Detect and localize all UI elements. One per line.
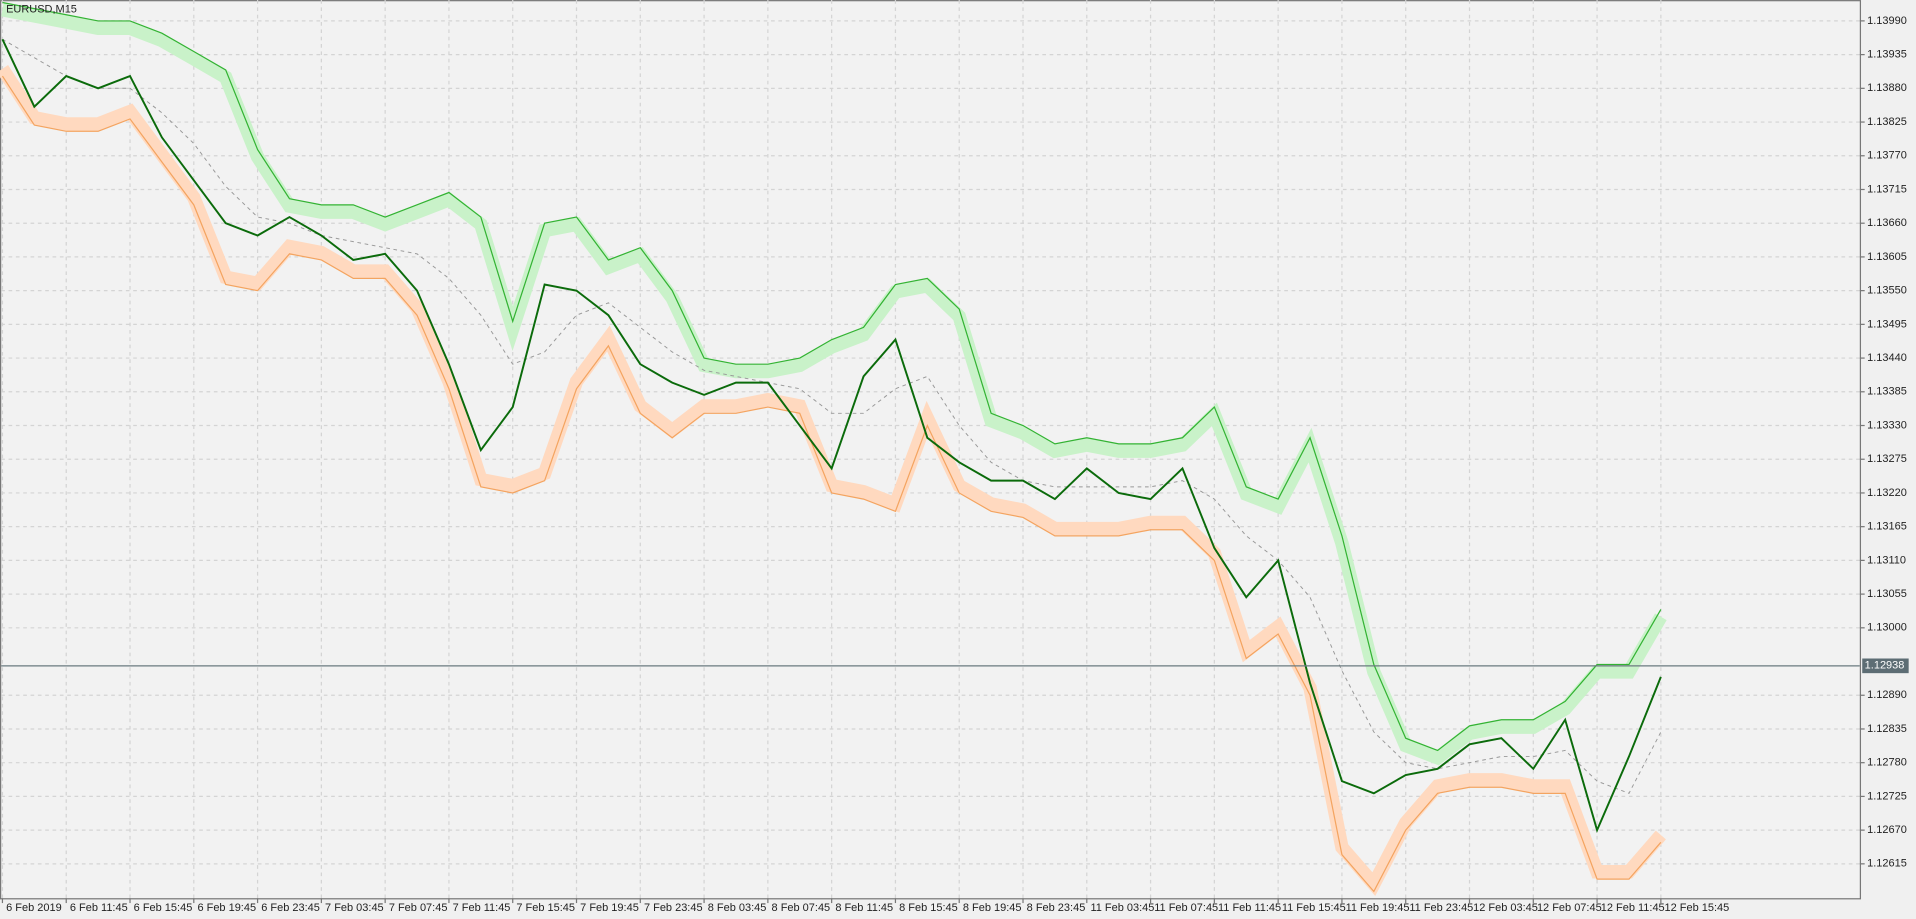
x-tick-label: 11 Feb 15:45 <box>1282 902 1346 914</box>
y-tick-label: 1.13275 <box>1867 453 1907 465</box>
symbol-label: EURUSD,M15 <box>6 4 77 16</box>
y-tick-label: 1.13220 <box>1867 487 1907 499</box>
marks <box>0 1 1667 896</box>
x-tick-label: 7 Feb 07:45 <box>389 902 448 914</box>
x-tick-label: 8 Feb 23:45 <box>1027 902 1086 914</box>
upper-band-line <box>2 1 1662 752</box>
y-tick-label: 1.12670 <box>1867 824 1907 836</box>
x-tick-label: 7 Feb 23:45 <box>644 902 703 914</box>
x-tick-label: 7 Feb 11:45 <box>453 902 511 914</box>
x-tick-label: 11 Feb 11:45 <box>1218 902 1281 914</box>
y-tick-label: 1.13825 <box>1867 116 1907 128</box>
y-tick-label: 1.13330 <box>1867 419 1907 431</box>
y-tick-label: 1.12615 <box>1867 858 1907 870</box>
y-tick-label: 1.13495 <box>1867 318 1907 330</box>
x-tick-label: 12 Feb 11:45 <box>1601 902 1665 914</box>
x-tick-label: 7 Feb 03:45 <box>325 902 384 914</box>
x-tick-label: 12 Feb 15:45 <box>1665 902 1730 914</box>
y-tick-label: 1.13165 <box>1867 521 1907 533</box>
y-tick-label: 1.13715 <box>1867 183 1907 195</box>
x-tick-label: 8 Feb 11:45 <box>835 902 893 914</box>
x-tick-label: 8 Feb 19:45 <box>963 902 1022 914</box>
x-tick-label: 11 Feb 03:45 <box>1090 902 1154 914</box>
x-tick-label: 12 Feb 07:45 <box>1537 902 1602 914</box>
y-tick-label: 1.13770 <box>1867 150 1907 162</box>
y-tick-label: 1.13990 <box>1867 15 1907 27</box>
y-tick-label: 1.12890 <box>1867 689 1907 701</box>
x-tick-label: 8 Feb 15:45 <box>899 902 958 914</box>
x-tick-label: 8 Feb 07:45 <box>772 902 831 914</box>
upper-band-fill <box>1 3 1667 766</box>
x-tick-label: 7 Feb 19:45 <box>580 902 639 914</box>
x-tick-label: 6 Feb 11:45 <box>70 902 128 914</box>
x-tick-label: 11 Feb 07:45 <box>1154 902 1218 914</box>
x-tick-label: 12 Feb 03:45 <box>1473 902 1538 914</box>
current-price-label: 1.12938 <box>1865 660 1905 672</box>
price-line <box>1 38 1662 833</box>
y-tick-label: 1.12835 <box>1867 723 1907 735</box>
y-tick-label: 1.13550 <box>1867 285 1907 297</box>
y-tick-label: 1.12725 <box>1867 790 1907 802</box>
y-tick-label: 1.13935 <box>1867 49 1907 61</box>
y-tick-label: 1.12780 <box>1867 757 1907 769</box>
x-tick-label: 6 Feb 2019 <box>6 902 62 914</box>
y-tick-label: 1.13055 <box>1867 588 1907 600</box>
current-price-box <box>1862 658 1909 674</box>
grid <box>1 0 1860 899</box>
y-tick-label: 1.13110 <box>1867 554 1906 566</box>
x-tick-label: 11 Feb 23:45 <box>1409 902 1473 914</box>
x-tick-label: 6 Feb 23:45 <box>261 902 320 914</box>
y-tick-label: 1.13660 <box>1867 217 1907 229</box>
middle-line <box>2 38 1662 794</box>
lower-band-line <box>1 75 1662 893</box>
y-tick-label: 1.13880 <box>1867 82 1907 94</box>
x-tick-label: 6 Feb 15:45 <box>134 902 193 914</box>
y-tick-label: 1.13440 <box>1867 352 1907 364</box>
lower-band-fill <box>0 65 1666 896</box>
x-tick-label: 11 Feb 19:45 <box>1346 902 1410 914</box>
y-tick-label: 1.13385 <box>1867 386 1907 398</box>
x-tick-label: 7 Feb 15:45 <box>516 902 575 914</box>
x-tick-label: 8 Feb 03:45 <box>708 902 767 914</box>
y-tick-label: 1.13605 <box>1867 251 1907 263</box>
x-tick-label: 6 Feb 19:45 <box>197 902 256 914</box>
plot-area <box>0 0 1862 900</box>
y-tick-label: 1.13000 <box>1867 622 1907 634</box>
